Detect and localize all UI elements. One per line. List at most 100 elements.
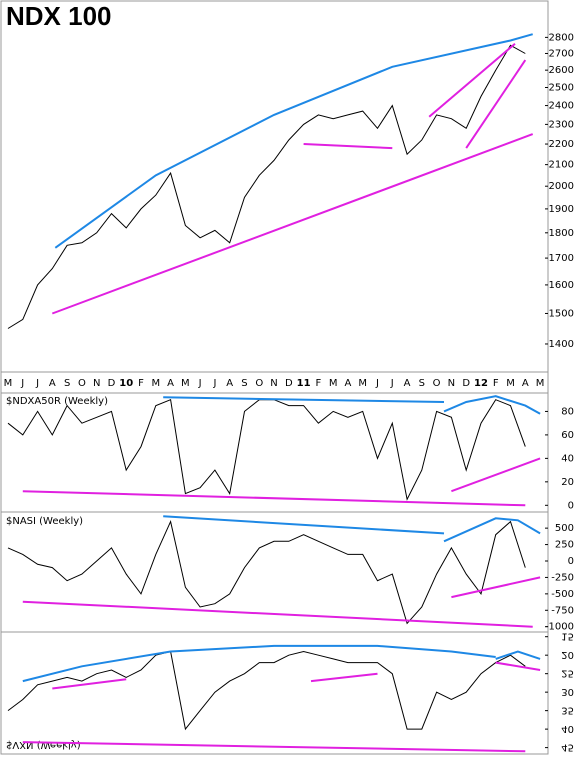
y-tick-label: 2400 <box>549 101 574 112</box>
y-tick-label: 0 <box>568 500 574 511</box>
panel-title: $NDXA50R (Weekly) <box>6 396 108 407</box>
y-tick-label: -750 <box>551 605 574 616</box>
x-tick-label: N <box>448 378 455 389</box>
y-tick-label: 2300 <box>549 119 574 130</box>
y-tick-label: 2100 <box>549 160 574 171</box>
y-tick-label: 1700 <box>549 253 574 264</box>
trendline <box>303 143 393 150</box>
trendline <box>163 515 445 535</box>
trendline <box>22 644 496 683</box>
trendline <box>52 678 127 690</box>
trendline <box>22 600 533 628</box>
x-tick-label: O <box>255 378 263 389</box>
trendline <box>428 42 516 118</box>
trendline <box>22 741 526 753</box>
x-tick-label: S <box>241 378 247 389</box>
x-tick-label: A <box>49 378 56 389</box>
y-tick-label: 2500 <box>549 83 574 94</box>
y-tick-label: 1800 <box>549 228 574 239</box>
y-tick-label: 500 <box>555 523 574 534</box>
x-tick-label: J <box>375 378 379 389</box>
trendline <box>451 576 541 599</box>
y-tick-label: 15 <box>561 631 574 642</box>
y-tick-label: 2700 <box>549 48 574 59</box>
y-tick-label: 250 <box>555 540 574 551</box>
y-tick-label: 20 <box>561 649 574 660</box>
x-tick-label: S <box>419 378 425 389</box>
x-tick-label: 12 <box>474 378 488 389</box>
x-tick-label: O <box>433 378 441 389</box>
x-tick-label: F <box>138 378 144 389</box>
x-tick-label: O <box>78 378 86 389</box>
x-tick-label: A <box>226 378 233 389</box>
x-tick-label: J <box>390 378 394 389</box>
x-tick-label: M <box>536 378 545 389</box>
y-tick-label: 0 <box>568 556 574 567</box>
y-tick-label: 2200 <box>549 139 574 150</box>
y-tick-label: 40 <box>561 723 574 734</box>
x-tick-label: D <box>462 378 470 389</box>
trendline <box>443 517 541 543</box>
series-line <box>7 44 526 329</box>
y-tick-label: 40 <box>561 453 574 464</box>
y-tick-label: 20 <box>561 477 574 488</box>
x-tick-label: M <box>506 378 515 389</box>
x-tick-label: J <box>20 378 24 389</box>
y-tick-label: 1400 <box>549 339 574 350</box>
panel-title: $NASI (Weekly) <box>6 516 83 527</box>
y-tick-label: 1500 <box>549 308 574 319</box>
panel-title: $VXN (Weekly) <box>6 739 81 750</box>
y-tick-label: -1000 <box>545 622 574 633</box>
series-line <box>7 399 526 501</box>
y-tick-label: -250 <box>551 572 574 583</box>
x-tick-label: J <box>212 378 216 389</box>
x-tick-label: M <box>4 378 13 389</box>
y-tick-label: 25 <box>561 668 574 679</box>
y-tick-label: 1600 <box>549 280 574 291</box>
trendline <box>310 672 378 683</box>
x-tick-label: 11 <box>297 378 311 389</box>
trendline <box>443 395 541 415</box>
x-tick-label: N <box>270 378 277 389</box>
y-tick-label: 1900 <box>549 204 574 215</box>
x-tick-label: J <box>198 378 202 389</box>
trendline <box>51 133 534 315</box>
x-tick-label: D <box>108 378 116 389</box>
trendline <box>495 661 541 671</box>
chart-title: NDX 100 <box>6 1 112 31</box>
y-tick-label: 60 <box>561 430 574 441</box>
y-tick-label: 80 <box>561 406 574 417</box>
y-tick-label: 30 <box>561 686 574 697</box>
x-tick-label: F <box>493 378 499 389</box>
x-tick-label: N <box>93 378 100 389</box>
x-tick-label: A <box>167 378 174 389</box>
y-tick-label: 45 <box>561 742 574 753</box>
x-tick-label: M <box>181 378 190 389</box>
x-tick-label: 10 <box>119 378 133 389</box>
frame <box>0 0 549 755</box>
x-tick-label: S <box>64 378 70 389</box>
y-tick-label: 2600 <box>549 65 574 76</box>
trendline <box>22 490 526 507</box>
x-tick-label: A <box>404 378 411 389</box>
x-tick-label: M <box>358 378 367 389</box>
x-tick-label: M <box>151 378 160 389</box>
series-line <box>7 520 526 625</box>
x-tick-label: J <box>35 378 39 389</box>
x-tick-label: A <box>522 378 529 389</box>
x-tick-label: D <box>285 378 293 389</box>
x-tick-label: A <box>345 378 352 389</box>
series-line <box>7 650 526 731</box>
y-tick-label: 2000 <box>549 181 574 192</box>
x-tick-label: M <box>329 378 338 389</box>
trendline <box>163 396 445 403</box>
y-tick-label: 35 <box>561 705 574 716</box>
x-tick-label: F <box>315 378 321 389</box>
trendline <box>451 457 541 493</box>
trendline <box>495 650 541 660</box>
trendline <box>465 59 527 149</box>
y-tick-label: 2800 <box>549 32 574 43</box>
trendline <box>54 33 533 249</box>
y-tick-label: -500 <box>551 589 574 600</box>
